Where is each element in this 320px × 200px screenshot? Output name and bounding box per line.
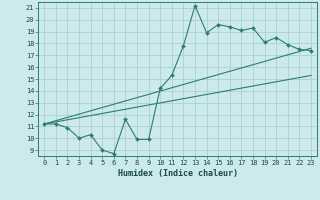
X-axis label: Humidex (Indice chaleur): Humidex (Indice chaleur) <box>118 169 238 178</box>
